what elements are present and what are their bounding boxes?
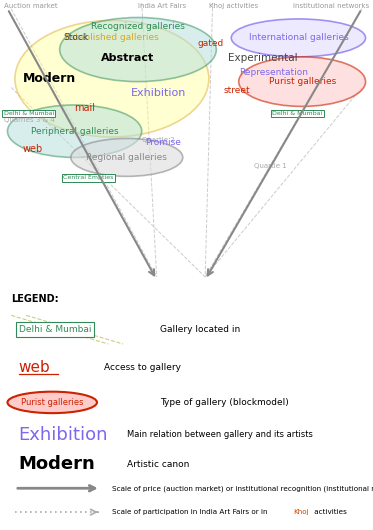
Text: Exhibition: Exhibition (131, 89, 186, 98)
Text: Established galleries: Established galleries (65, 33, 159, 42)
Text: Scale of participation in India Art Fairs or in: Scale of participation in India Art Fair… (112, 509, 270, 515)
Text: Recognized galleries: Recognized galleries (91, 22, 185, 31)
Text: India Art Fairs: India Art Fairs (138, 3, 186, 9)
Text: web: web (19, 360, 50, 375)
Text: Quarries 3 & 4: Quarries 3 & 4 (4, 117, 54, 122)
Ellipse shape (60, 17, 216, 82)
Text: Modern: Modern (19, 455, 95, 473)
Text: Purist galleries: Purist galleries (269, 77, 336, 86)
Ellipse shape (15, 21, 209, 137)
Text: Experimental: Experimental (228, 54, 297, 63)
Text: Purist galleries: Purist galleries (21, 398, 84, 407)
Text: Promise: Promise (145, 138, 181, 147)
Text: International galleries: International galleries (248, 33, 348, 42)
Text: Exhibition: Exhibition (19, 426, 108, 444)
Text: Type of gallery (blockmodel): Type of gallery (blockmodel) (160, 398, 289, 407)
Text: mail: mail (75, 103, 95, 113)
Text: Delhi & Mumbai: Delhi & Mumbai (272, 111, 323, 116)
Text: web: web (22, 144, 43, 154)
Text: Auction market: Auction market (4, 3, 57, 9)
Text: Modern: Modern (22, 72, 76, 85)
Ellipse shape (231, 19, 366, 57)
Text: Institutional networks: Institutional networks (293, 3, 369, 9)
Ellipse shape (7, 392, 97, 413)
Text: LEGEND:: LEGEND: (11, 294, 59, 304)
Ellipse shape (7, 105, 142, 157)
Text: Delhi & Mumbai: Delhi & Mumbai (19, 325, 91, 334)
Text: Scale of price (auction market) or institutional recognition (institutional netw: Scale of price (auction market) or insti… (112, 485, 373, 491)
Text: Main relation between gallery and its artists: Main relation between gallery and its ar… (127, 430, 313, 439)
Text: Abstract: Abstract (101, 54, 154, 63)
Text: Khoj: Khoj (293, 509, 309, 515)
Text: Khoj activities: Khoj activities (209, 3, 258, 9)
Text: Quartle 1: Quartle 1 (254, 163, 286, 169)
Text: Artistic canon: Artistic canon (127, 460, 189, 469)
Text: Gallery located in: Gallery located in (160, 325, 241, 334)
Text: gated: gated (198, 39, 224, 48)
Text: Central Empties: Central Empties (63, 175, 114, 180)
Text: Stock: Stock (63, 33, 88, 42)
Ellipse shape (71, 138, 183, 176)
Text: Peripheral galleries: Peripheral galleries (31, 127, 118, 136)
Text: Delhi & Mumbai: Delhi & Mumbai (4, 111, 54, 116)
Text: activities: activities (312, 509, 347, 515)
Text: Quartle 2: Quartle 2 (142, 137, 174, 143)
Text: street: street (224, 86, 250, 95)
Text: Access to gallery: Access to gallery (104, 364, 181, 372)
Text: Regional galleries: Regional galleries (87, 153, 167, 162)
Ellipse shape (239, 57, 366, 107)
Text: Representation: Representation (239, 68, 308, 77)
